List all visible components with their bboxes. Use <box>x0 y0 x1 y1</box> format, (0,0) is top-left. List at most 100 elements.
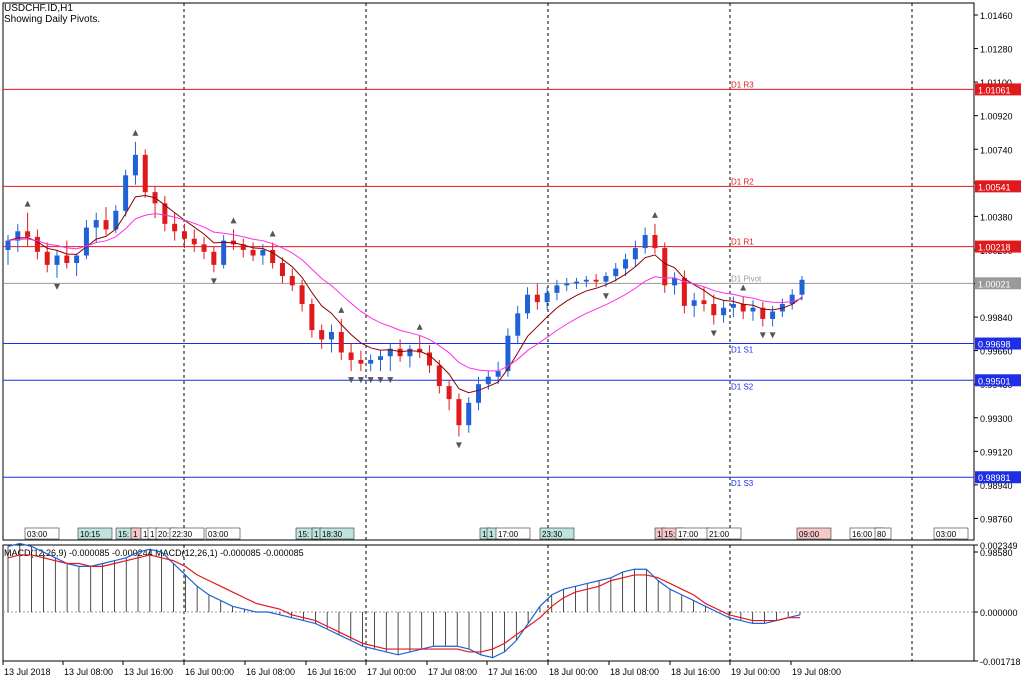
pivot-price-box <box>975 240 1021 253</box>
x-tick-label: 16 Jul 08:00 <box>246 667 295 677</box>
event-label-text: 1 <box>657 530 662 539</box>
candle-body <box>603 276 609 282</box>
event-label-text: 20: <box>158 530 169 539</box>
event-label-box <box>933 527 969 540</box>
candle-body <box>181 231 187 239</box>
fractal-up-icon <box>24 200 31 207</box>
candle-body <box>83 227 89 256</box>
event-label-text: 03:00 <box>27 530 48 539</box>
event-label-box <box>495 527 531 540</box>
candle-body <box>446 386 452 400</box>
x-tick-label: 17 Jul 16:00 <box>488 667 537 677</box>
event-label-text: 23:30 <box>542 530 563 539</box>
candle-body <box>799 279 805 295</box>
fractal-down-icon <box>377 377 384 384</box>
price-tick-label: 0.99840 <box>980 313 1013 323</box>
event-label-box <box>706 527 742 540</box>
event-label-text: 1 <box>489 530 494 539</box>
candle-body <box>760 307 766 319</box>
x-tick-label: 18 Jul 16:00 <box>671 667 720 677</box>
candle-body <box>427 352 433 366</box>
event-label-text: 16:00 <box>852 530 873 539</box>
fractal-up-icon <box>651 211 658 218</box>
event-label-box <box>205 527 241 540</box>
price-tick-label: 1.00740 <box>980 145 1013 155</box>
pivot-price-label: 0.98981 <box>978 473 1011 483</box>
candle-body <box>15 231 21 241</box>
candle-body <box>681 277 687 306</box>
pivot-price-label: 1.01061 <box>978 85 1011 95</box>
candle-body <box>642 235 648 249</box>
pivot-price-label: 1.00021 <box>978 279 1011 289</box>
price-tick-label: 1.01280 <box>980 45 1013 55</box>
macd-tick-label: 0.000000 <box>980 608 1018 618</box>
event-label-text: 10:15 <box>80 530 101 539</box>
candle-body <box>279 262 285 277</box>
fractal-down-icon <box>357 377 364 384</box>
candle-body <box>407 348 413 357</box>
price-tick-label: 0.98760 <box>980 514 1013 524</box>
candle-body <box>485 376 491 385</box>
fractal-up-icon <box>132 129 139 136</box>
candle-body <box>417 348 423 353</box>
pivot-name: D1 R3 <box>731 80 754 89</box>
event-label-box <box>169 527 205 540</box>
price-tick-label: 0.99300 <box>980 414 1013 424</box>
candle-body <box>221 240 227 265</box>
candle-body <box>299 285 305 305</box>
event-label-text: 1 <box>482 530 487 539</box>
x-tick-label: 18 Jul 00:00 <box>549 667 598 677</box>
fractal-down-icon <box>387 377 394 384</box>
price-tick-label: 0.98580 <box>980 548 1013 558</box>
candle-body <box>289 276 295 286</box>
candle-body <box>544 292 550 303</box>
event-label-text: 03:00 <box>208 530 229 539</box>
price-tick-label: 1.00380 <box>980 212 1013 222</box>
candle-body <box>515 313 521 336</box>
event-label-text: 18:30 <box>322 530 343 539</box>
candle-body <box>250 249 256 256</box>
pivot-name: D1 S1 <box>731 346 754 355</box>
fractal-down-icon <box>210 278 217 285</box>
candle-body <box>662 248 668 286</box>
candle-body <box>436 365 442 387</box>
candle-body <box>93 220 99 228</box>
event-label-text: 1 <box>150 530 155 539</box>
ma-slow-line <box>7 213 803 372</box>
fractal-down-icon <box>348 377 355 384</box>
candle-body <box>711 304 717 316</box>
candle-body <box>260 249 266 256</box>
fractal-down-icon <box>54 283 61 290</box>
candle-body <box>338 331 344 353</box>
x-tick-label: 16 Jul 16:00 <box>307 667 356 677</box>
fractal-down-icon <box>710 330 717 337</box>
x-tick-label: 19 Jul 08:00 <box>792 667 841 677</box>
candle-body <box>201 244 207 252</box>
pivot-price-box <box>975 374 1021 387</box>
candle-body <box>309 304 315 331</box>
candle-body <box>132 154 138 176</box>
candle-body <box>456 399 462 426</box>
macd-tick-label: -0.001718 <box>980 657 1021 667</box>
candle-body <box>789 294 795 305</box>
candle-body <box>387 348 393 357</box>
candle-body <box>574 281 580 284</box>
candle-body <box>613 268 619 277</box>
ma-fast-line <box>7 195 803 394</box>
candle-body <box>319 330 325 340</box>
candle-body <box>142 154 148 193</box>
candle-body <box>44 251 50 265</box>
pivot-price-box <box>975 337 1021 350</box>
fractal-up-icon <box>416 323 423 330</box>
event-label-text: 17:00 <box>678 530 699 539</box>
event-label-text: 09:00 <box>799 530 820 539</box>
fractal-down-icon <box>769 332 776 339</box>
event-label-box <box>539 527 575 540</box>
macd-signal-line <box>7 554 800 653</box>
x-tick-label: 18 Jul 08:00 <box>610 667 659 677</box>
candle-body <box>534 294 540 303</box>
fractal-down-icon <box>602 293 609 300</box>
candle-body <box>211 251 217 265</box>
candle-body <box>162 203 168 224</box>
